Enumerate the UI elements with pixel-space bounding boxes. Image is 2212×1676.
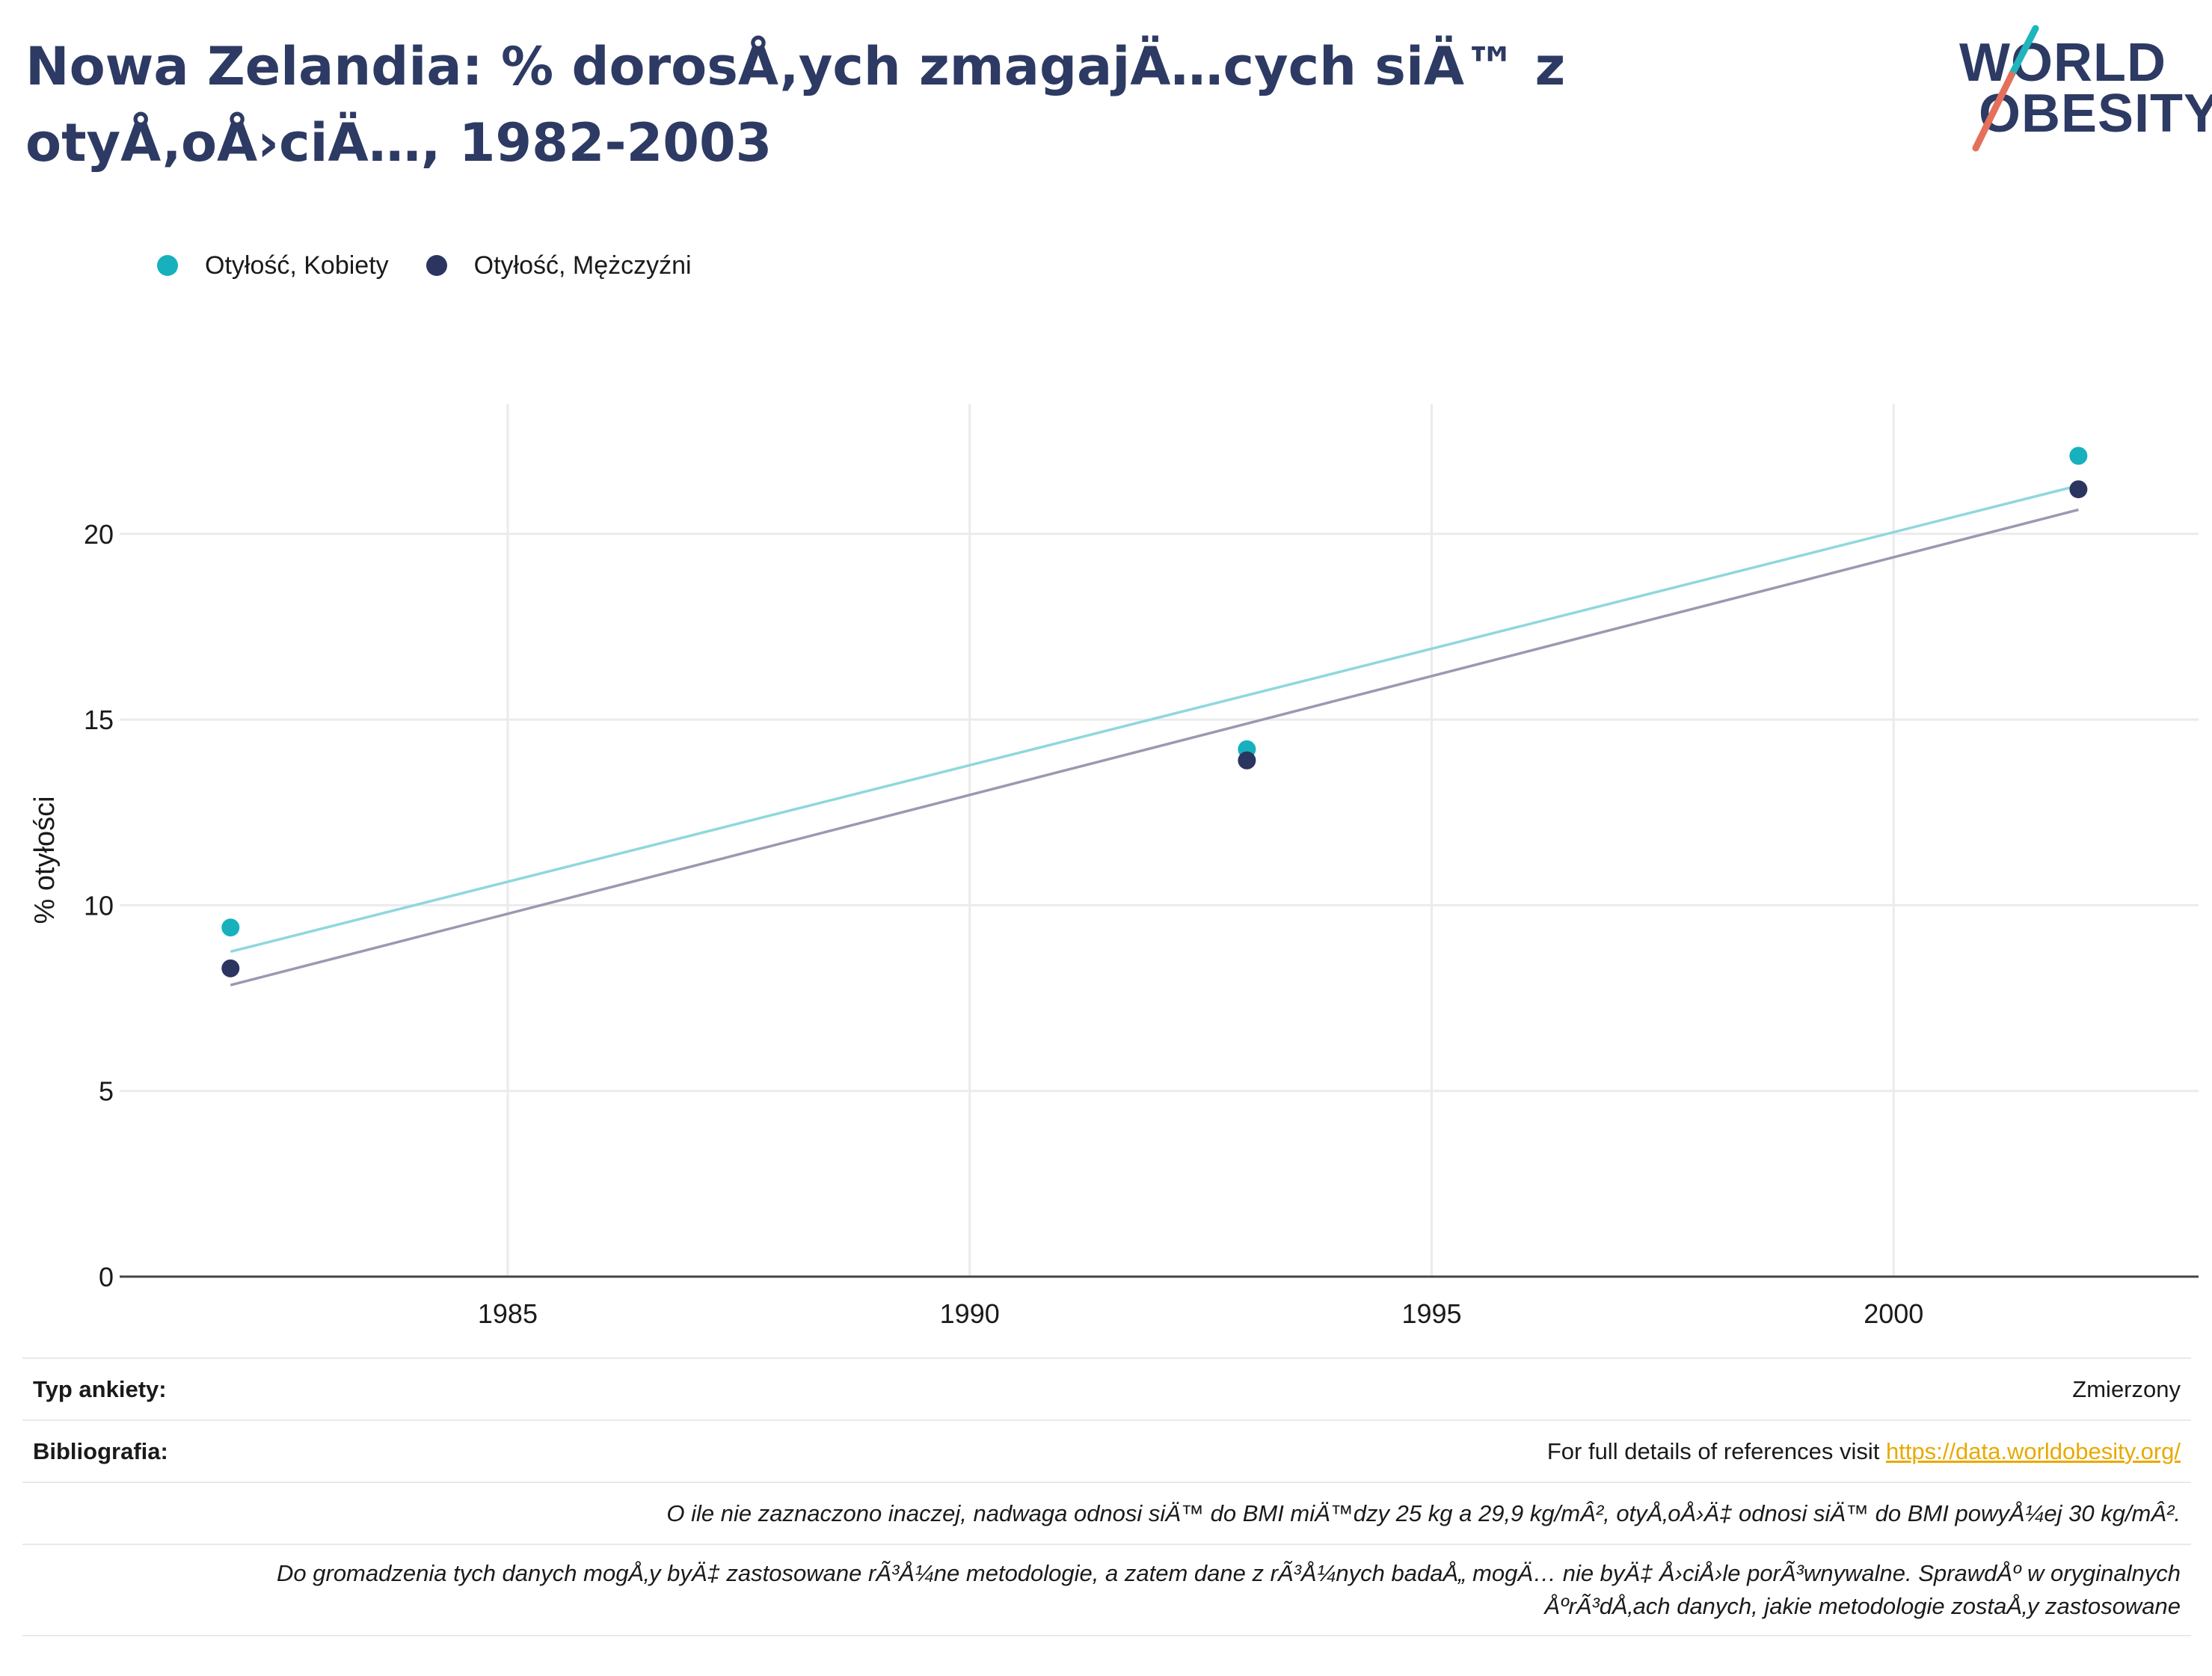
grid-lines <box>120 404 2199 1277</box>
footer-row-bibliography: Bibliografia: For full details of refere… <box>22 1419 2191 1482</box>
survey-type-label: Typ ankiety: <box>33 1375 167 1402</box>
x-tick-label-2000: 2000 <box>1864 1298 1923 1329</box>
legend-marker-men <box>425 255 447 276</box>
legend: Otyłość, Kobiety Otyłość, Mężczyźni <box>157 247 729 284</box>
legend-label-men: Otyłość, Mężczyźni <box>473 251 692 280</box>
point-series-1-2002 <box>2069 480 2088 499</box>
footer-row-note1: O ile nie zaznaczono inaczej, nadwaga od… <box>22 1482 2191 1544</box>
bibliography-label: Bibliografia: <box>33 1437 168 1464</box>
logo-slash-icon <box>1972 25 2039 152</box>
x-tick-label-1985: 1985 <box>478 1298 538 1329</box>
legend-item-men[interactable]: Otyłość, Mężczyźni <box>425 251 692 280</box>
methodology-note-line1: Do gromadzenia tych danych mogÅ‚y byÄ‡ z… <box>277 1560 2181 1586</box>
footer-row-survey: Typ ankiety: Zmierzony <box>22 1357 2191 1419</box>
point-series-1-1993 <box>1238 751 1256 770</box>
chart-area: 0 5 10 15 20 1985 1990 1995 2000 % otyłości <box>29 404 2199 1329</box>
trendlines <box>230 484 2079 986</box>
point-series-0-1982 <box>221 918 240 937</box>
logo-line1: WORLD <box>1959 33 2166 93</box>
methodology-note-line2: ÅºrÃ³dÅ‚ach danych, jakie metodologie zo… <box>1544 1593 2181 1619</box>
y-axis-label: % otyłości <box>29 796 61 924</box>
trendline-series-1 <box>230 508 2079 986</box>
chart-title: Nowa Zelandia: % dorosÅ‚ych zmagajÄ…cych… <box>25 36 1566 174</box>
data-points <box>221 446 2088 977</box>
bibliography-prefix: For full details of references visit <box>1546 1437 1886 1464</box>
trendline-series-0 <box>230 484 2079 954</box>
logo-line2: OBESITY <box>1979 84 2212 144</box>
bibliography-link[interactable]: https://data.worldobesity.org/ <box>1885 1437 2181 1464</box>
legend-marker-women <box>157 255 178 276</box>
x-tick-label-1995: 1995 <box>1401 1298 1461 1329</box>
world-obesity-logo: WORLD OBESITY <box>1952 22 2212 157</box>
definition-note: O ile nie zaznaczono inaczej, nadwaga od… <box>666 1500 2181 1526</box>
legend-item-women[interactable]: Otyłość, Kobiety <box>157 251 389 280</box>
y-tick-label-5: 5 <box>99 1076 114 1107</box>
survey-type-value: Zmierzony <box>2072 1375 2181 1402</box>
x-tick-label-1990: 1990 <box>940 1298 1000 1329</box>
footer-table: Typ ankiety: Zmierzony Bibliografia: For… <box>22 1357 2191 1636</box>
y-tick-label-10: 10 <box>84 890 114 921</box>
footer-row-note2: Do gromadzenia tych danych mogÅ‚y byÄ‡ z… <box>22 1544 2191 1636</box>
y-tick-label-15: 15 <box>84 705 114 735</box>
y-tick-label-20: 20 <box>84 519 114 550</box>
point-series-1-1982 <box>221 959 240 977</box>
axes: 0 5 10 15 20 1985 1990 1995 2000 <box>84 519 2199 1329</box>
legend-label-women: Otyłość, Kobiety <box>205 251 389 280</box>
y-tick-label-0: 0 <box>99 1262 114 1292</box>
bibliography-text: For full details of references visit htt… <box>1547 1438 2181 1465</box>
methodology-note: Do gromadzenia tych danych mogÅ‚y byÄ‡ z… <box>277 1557 2181 1623</box>
point-series-0-2002 <box>2069 446 2088 465</box>
